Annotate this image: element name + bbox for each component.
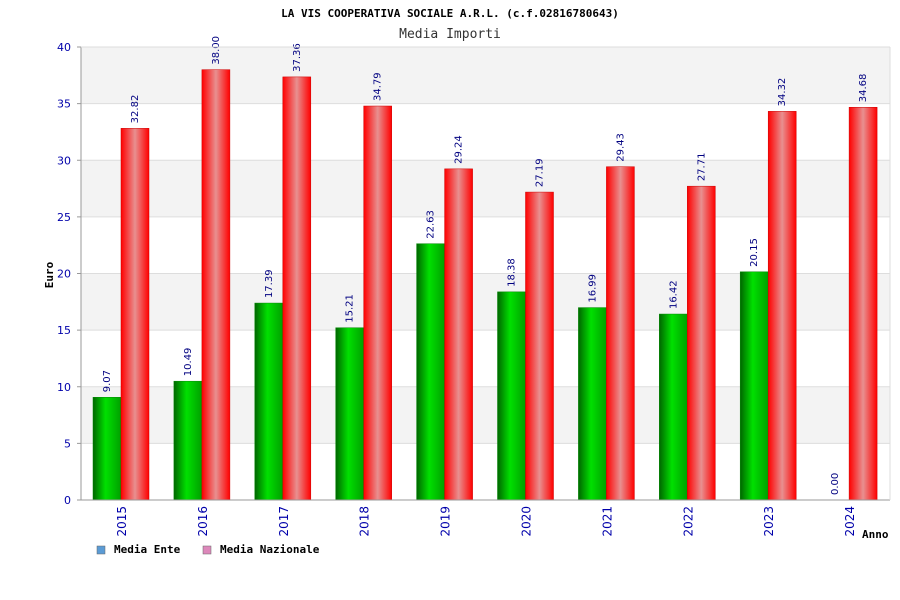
x-tick-label: 2020: [520, 506, 534, 537]
y-tick-label: 15: [57, 324, 71, 337]
x-tick-label: 2018: [358, 506, 372, 537]
legend-label: Media Ente: [114, 543, 181, 556]
x-tick-label: 2024: [843, 506, 857, 537]
bar-media-nazionale: [606, 166, 635, 501]
data-label: 0.00: [830, 473, 841, 495]
data-label: 17.39: [264, 269, 275, 298]
data-label: 37.36: [292, 43, 303, 72]
legend: Media Ente Media Nazionale: [96, 543, 320, 556]
y-tick-label: 40: [57, 41, 71, 54]
data-label: 18.38: [507, 258, 518, 287]
data-label: 16.99: [587, 274, 598, 303]
data-labels: 9.07 32.82 10.49 38.00 17.39 37.36 15.21 34.79 2…: [102, 36, 869, 495]
bar-media-nazionale: [525, 191, 554, 501]
bar-media-nazionale: [444, 168, 473, 501]
bar-media-ente: [497, 291, 526, 501]
data-label: 20.15: [749, 238, 760, 267]
bar-media-nazionale: [363, 105, 392, 501]
x-tick-label: 2016: [196, 506, 210, 537]
bar-media-ente: [173, 380, 203, 501]
bar-media-ente: [659, 313, 688, 501]
y-tick-label: 0: [64, 494, 71, 507]
data-label: 34.68: [858, 74, 869, 103]
chart-title: LA VIS COOPERATIVA SOCIALE A.R.L. (c.f.0…: [281, 7, 619, 20]
legend-label: Media Nazionale: [220, 543, 320, 556]
axes: [80, 46, 891, 501]
bar-media-nazionale: [687, 185, 716, 501]
data-label: 22.63: [426, 210, 437, 239]
data-label: 27.19: [535, 158, 546, 187]
legend-swatch: [202, 545, 212, 555]
legend-swatch: [96, 545, 106, 555]
bar-media-nazionale: [848, 106, 878, 501]
data-label: 34.79: [373, 72, 384, 101]
bar-media-ente: [578, 307, 607, 501]
y-tick-labels: 0 5 10 15 20 25 30 35 40: [57, 41, 71, 507]
data-label: 34.32: [777, 78, 788, 107]
bar-media-ente: [254, 302, 284, 501]
bar-media-nazionale: [120, 128, 150, 501]
x-tick-labels: 2015 2016 2017 2018 2019 2020 2021 2022 2023 2024: [115, 506, 857, 537]
y-tick-label: 30: [57, 154, 71, 167]
data-label: 29.43: [615, 133, 626, 162]
bar-media-nazionale: [201, 69, 231, 501]
x-tick-label: 2023: [762, 506, 776, 537]
y-tick-label: 20: [57, 268, 71, 281]
bars: [92, 69, 878, 501]
x-axis-label: Anno: [862, 528, 889, 541]
y-tick-label: 35: [57, 98, 71, 111]
bar-media-nazionale: [282, 76, 312, 501]
y-axis-label: Euro: [43, 261, 56, 288]
data-label: 10.49: [183, 348, 194, 377]
x-tick-label: 2021: [600, 506, 614, 537]
bar-media-ente: [335, 327, 364, 501]
bar-media-ente: [739, 271, 769, 501]
bar-media-ente: [416, 243, 445, 501]
data-label: 38.00: [211, 36, 222, 65]
x-tick-label: 2022: [681, 506, 695, 537]
bar-media-nazionale: [767, 111, 797, 501]
y-tick-label: 10: [57, 381, 71, 394]
y-tick-label: 25: [57, 211, 71, 224]
y-tick-label: 5: [64, 437, 71, 450]
data-label: 15.21: [345, 294, 356, 323]
data-label: 16.42: [668, 280, 679, 309]
chart-subtitle: Media Importi: [399, 27, 501, 42]
data-label: 9.07: [102, 370, 113, 392]
data-label: 32.82: [130, 95, 141, 124]
data-label: 27.71: [696, 153, 707, 182]
x-tick-label: 2019: [439, 506, 453, 537]
x-tick-label: 2015: [115, 506, 129, 537]
bar-media-ente: [92, 397, 122, 501]
x-tick-label: 2017: [277, 506, 291, 537]
data-label: 29.24: [454, 135, 465, 164]
